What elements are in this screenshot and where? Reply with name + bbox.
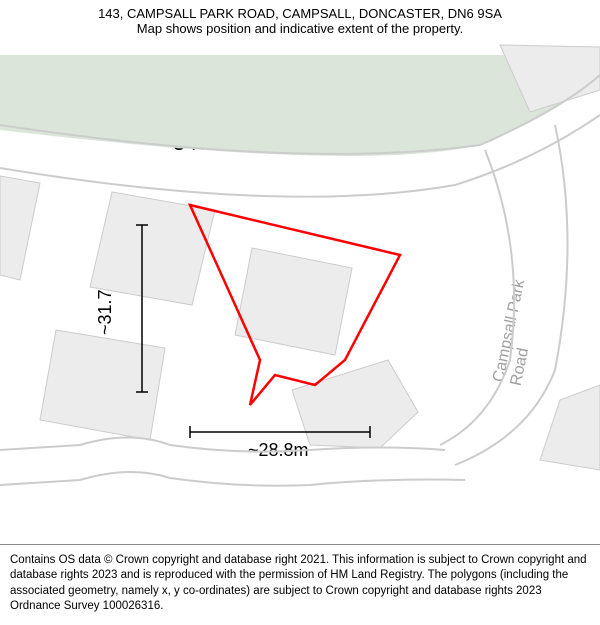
header: 143, CAMPSALL PARK ROAD, CAMPSALL, DONCA… (0, 0, 600, 40)
footer: Contains OS data © Crown copyright and d… (0, 544, 600, 625)
bottom-road-lower (0, 472, 465, 486)
green-area (0, 55, 600, 156)
building (40, 330, 165, 440)
building (540, 385, 600, 470)
footer-text: Contains OS data © Crown copyright and d… (10, 553, 590, 615)
side-road-left (440, 150, 514, 445)
map-svg (0, 0, 600, 625)
header-title: 143, CAMPSALL PARK ROAD, CAMPSALL, DONCA… (10, 6, 590, 21)
header-subtitle: Map shows position and indicative extent… (10, 21, 590, 36)
building (235, 248, 352, 355)
building (90, 192, 215, 305)
side-road-right (455, 125, 568, 465)
building (0, 176, 40, 280)
building (292, 360, 418, 448)
